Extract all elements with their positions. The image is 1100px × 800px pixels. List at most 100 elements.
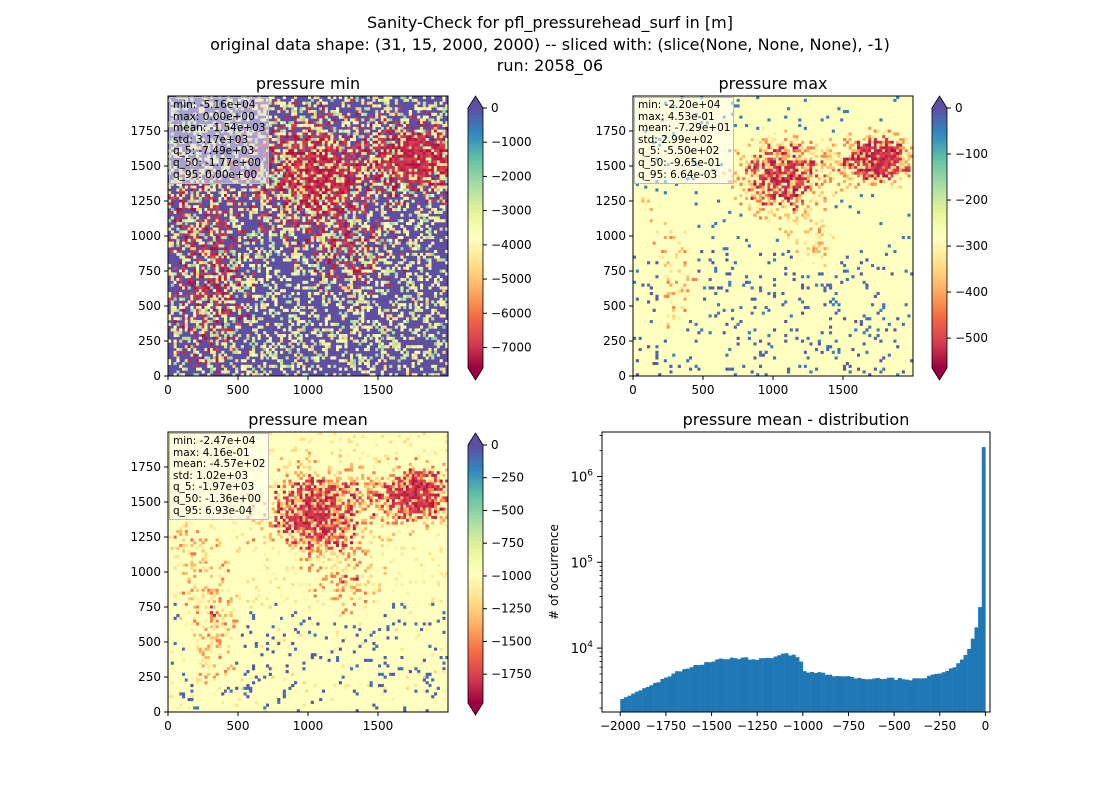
histogram-bar: [634, 691, 639, 712]
histogram-bar: [660, 678, 665, 712]
heatmap-2-xtick-label: 0: [164, 719, 172, 733]
histogram-bar: [788, 655, 793, 712]
heatmap-1-ytick-label: 250: [603, 334, 626, 348]
histogram-bar: [981, 447, 986, 712]
stats-line: mean: -7.29e+01: [638, 122, 731, 135]
histogram-bar: [945, 670, 950, 712]
stats-line: max: 0.00e+00: [173, 110, 255, 123]
histogram-bar: [959, 659, 964, 712]
colorbar-2-gradient: [468, 445, 483, 703]
histogram-bar: [689, 667, 694, 712]
histogram-bar: [875, 678, 880, 712]
stats-line: max: 4.16e-01: [173, 446, 250, 459]
heatmap-0-ytick-label: 500: [138, 299, 161, 313]
histogram-bar: [857, 677, 862, 712]
histogram-frame: [601, 431, 991, 713]
histogram-xtick-label: −750: [832, 719, 865, 733]
heatmap-0-ytick-label: 0: [153, 369, 161, 383]
histogram-bar: [748, 659, 752, 712]
histogram-bar: [868, 679, 873, 712]
heatmap-0-xtick-label: 500: [227, 383, 250, 397]
heatmap-1-xtick-label: 0: [629, 383, 637, 397]
histogram-bar: [901, 679, 906, 712]
histogram-bar: [685, 668, 690, 712]
colorbar-2-tick-label: −1500: [491, 634, 532, 648]
histogram-bar: [620, 698, 625, 712]
heatmap-0-xtick-label: 1500: [363, 383, 394, 397]
colorbar-0-tick-label: −1000: [491, 135, 532, 149]
heatmap-1-ytick-label: 500: [603, 299, 626, 313]
histogram-xtick-label: −2000: [600, 719, 641, 733]
histogram-bar: [817, 672, 822, 712]
histogram-bar: [755, 659, 760, 712]
histogram-bar: [839, 676, 844, 712]
histogram-bar: [715, 659, 720, 712]
histogram-bar: [806, 672, 811, 712]
histogram-bar: [729, 657, 734, 712]
histogram-ytick-label: 106: [571, 468, 594, 485]
histogram-bar: [908, 680, 913, 712]
colorbar-0-tick-label: 0: [491, 101, 499, 115]
histogram-bar: [883, 679, 888, 712]
colorbar-0-tick-label: −6000: [491, 306, 532, 320]
histogram-bar: [700, 664, 705, 712]
stats-line: std: 1.02e+03: [173, 469, 249, 482]
colorbar-2-tick-label: −500: [491, 503, 524, 517]
histogram-bar: [890, 677, 895, 712]
stats-line: q_95: 0.00e+00: [173, 168, 258, 181]
colorbar-1-tick-label: −200: [955, 193, 988, 207]
histogram-bar: [653, 682, 657, 712]
histogram-bar: [835, 676, 840, 712]
stats-line: mean: -1.54e+03: [173, 122, 266, 135]
colorbar-2-extend-bottom: [468, 703, 483, 715]
histogram-bar: [656, 682, 661, 712]
heatmap-2-title: pressure mean: [248, 410, 368, 429]
colorbar-0-tick-label: −7000: [491, 340, 532, 354]
stats-line: min: -2.47e+04: [173, 435, 256, 447]
histogram-bar: [671, 673, 676, 712]
colorbar-1-extend-bottom: [932, 368, 947, 380]
histogram-bar: [846, 676, 851, 712]
heatmap-1-ytick-label: 0: [618, 369, 626, 383]
histogram-bar: [784, 653, 789, 712]
histogram-bar: [802, 671, 807, 712]
heatmap-2-ytick-label: 1750: [130, 460, 161, 474]
stats-line: q_50: -1.36e+00: [173, 492, 261, 505]
heatmap-0-ytick-label: 750: [138, 264, 161, 278]
histogram-bar: [853, 678, 858, 712]
histogram-bar: [722, 659, 727, 712]
histogram-bar: [879, 679, 884, 712]
histogram-xtick-label: −250: [923, 719, 956, 733]
histogram-bar: [678, 671, 683, 712]
histogram-bar: [762, 658, 767, 712]
heatmap-0-ytick-label: 1000: [130, 229, 161, 243]
histogram-bar: [824, 674, 829, 712]
histogram-bar: [861, 678, 866, 712]
stats-line: q_95: 6.93e-04: [173, 504, 253, 517]
heatmap-2-ytick-label: 750: [138, 600, 161, 614]
histogram-bar: [843, 676, 847, 712]
histogram-bar: [773, 656, 778, 712]
figure-title-line-2: original data shape: (31, 15, 2000, 2000…: [210, 35, 890, 54]
histogram-bar: [864, 679, 869, 712]
histogram-xtick-label: 0: [982, 719, 990, 733]
stats-line: mean: -4.57e+02: [173, 458, 266, 471]
heatmap-0-ytick-label: 1500: [130, 159, 161, 173]
heatmap-0-xtick-label: 0: [164, 383, 172, 397]
histogram-bar: [627, 695, 632, 712]
histogram-title: pressure mean - distribution: [683, 410, 910, 429]
histogram-bar: [916, 678, 920, 712]
histogram-bar: [886, 677, 891, 712]
histogram-bar: [667, 676, 672, 712]
histogram-bar: [645, 686, 650, 712]
histogram-xtick-label: −1750: [646, 719, 687, 733]
heatmap-0-ytick-label: 1750: [130, 124, 161, 138]
heatmap-1-ytick-label: 1250: [595, 194, 626, 208]
histogram-bar: [934, 673, 939, 712]
stats-line: std: 2.99e+02: [638, 133, 714, 146]
histogram-bar: [707, 662, 712, 712]
histogram-bar: [623, 697, 628, 712]
stats-line: q_5: -5.50e+02: [638, 145, 720, 158]
histogram-bar: [905, 679, 909, 712]
histogram-bar: [810, 671, 814, 712]
